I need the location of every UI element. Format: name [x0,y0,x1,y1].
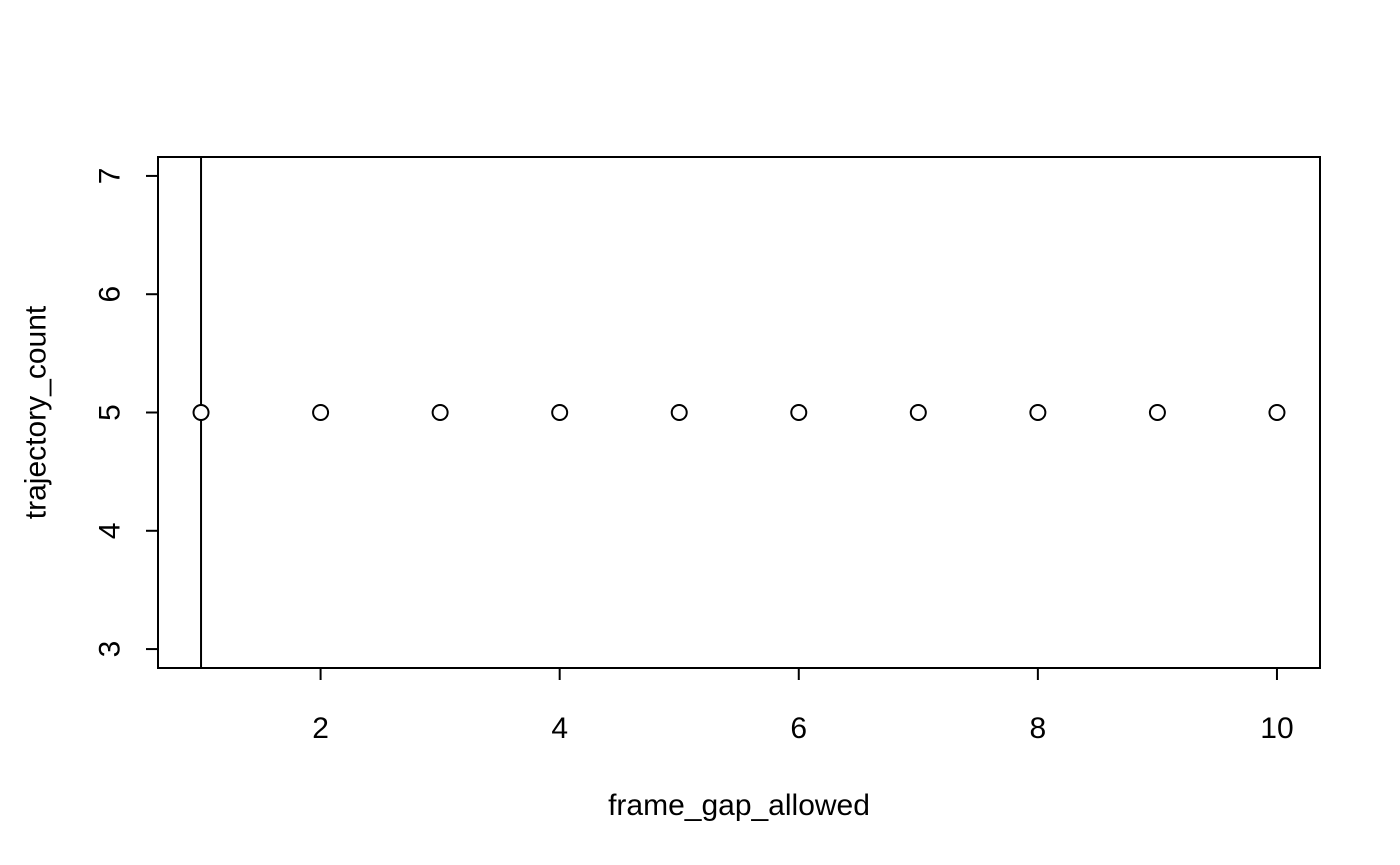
data-point [1148,404,1166,421]
y-tick-label: 7 [94,168,127,185]
y-axis-label: trajectory_count [20,305,53,519]
x-tick-label: 10 [1260,712,1293,745]
data-point [431,404,449,421]
y-tick-label: 4 [94,522,127,539]
data-point [1029,404,1047,421]
data-point [192,404,210,421]
x-tick-label: 8 [1030,712,1047,745]
x-axis: 2 4 6 8 10 [312,668,1294,745]
x-tick-label: 6 [790,712,807,745]
data-point [312,404,330,421]
x-tick-label: 4 [551,712,568,745]
y-tick-label: 6 [94,286,127,303]
plot-frame [157,156,1321,669]
y-axis: 3 4 5 6 7 [94,168,158,658]
points-layer [192,404,1286,421]
y-tick-label: 5 [94,404,127,421]
data-point [551,404,569,421]
x-axis-label: frame_gap_allowed [608,789,870,822]
plot-frame-layer [157,156,1321,669]
data-point [790,404,808,421]
data-point [1268,404,1286,421]
data-point [670,404,688,421]
x-tick-label: 2 [312,712,329,745]
y-tick-label: 3 [94,641,127,658]
data-point [909,404,927,421]
